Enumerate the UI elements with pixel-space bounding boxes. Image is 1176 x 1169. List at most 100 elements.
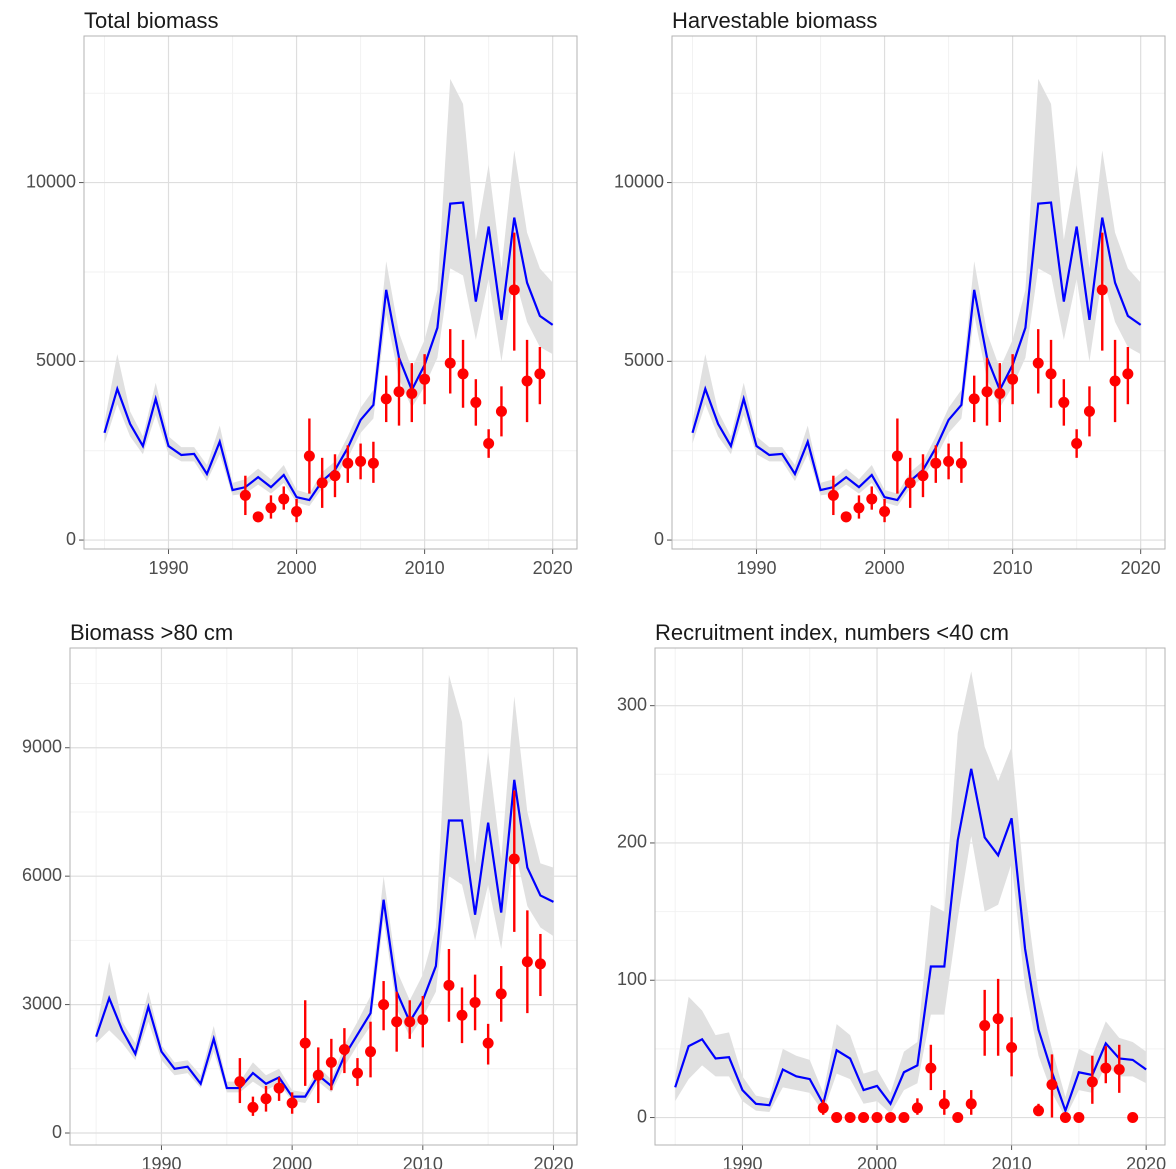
observation-point — [495, 405, 507, 417]
observation-point — [831, 1112, 843, 1124]
observation-point — [534, 368, 546, 380]
observation-point — [930, 457, 942, 469]
x-tick-label: 1990 — [141, 1154, 181, 1169]
y-tick-label: 5000 — [36, 350, 76, 370]
observation-point — [482, 1037, 494, 1049]
observation-point — [1096, 284, 1108, 296]
observation-point — [355, 455, 367, 467]
observation-point — [303, 450, 315, 462]
panel: Recruitment index, numbers <40 cm 0 100 200… — [617, 620, 1166, 1169]
observation-point — [299, 1037, 311, 1049]
observation-point — [938, 1098, 950, 1110]
observation-point — [338, 1044, 350, 1056]
observation-point — [483, 438, 495, 450]
y-tick-label: 10000 — [614, 171, 664, 191]
observation-point — [443, 979, 455, 991]
observation-point — [508, 284, 520, 296]
y-tick-label: 0 — [637, 1106, 647, 1126]
panel: Harvestable biomass 0 5000 10000 1990 2000 201… — [614, 8, 1166, 578]
x-tick-label: 2010 — [405, 558, 445, 578]
y-tick-label: 100 — [617, 969, 647, 989]
observation-point — [1007, 373, 1019, 385]
observation-point — [879, 505, 891, 517]
y-tick-label: 0 — [654, 529, 664, 549]
observation-point — [968, 393, 980, 405]
x-tick-label: 1990 — [736, 558, 776, 578]
observation-point — [925, 1062, 937, 1074]
panel-title: Harvestable biomass — [672, 8, 877, 33]
observation-point — [992, 1013, 1004, 1025]
panel: Total biomass 0 5000 10000 1990 2000 2010 2020 — [26, 8, 578, 578]
y-tick-label: 200 — [617, 832, 647, 852]
observation-point — [404, 1016, 416, 1028]
x-tick-label: 2000 — [277, 558, 317, 578]
observation-point — [981, 386, 993, 398]
observation-point — [273, 1082, 285, 1094]
observation-point — [1045, 368, 1057, 380]
observation-point — [827, 489, 839, 501]
observation-point — [521, 375, 533, 387]
observation-point — [955, 457, 967, 469]
observation-point — [891, 450, 903, 462]
x-tick-label: 2020 — [533, 1154, 573, 1169]
x-tick-label: 2010 — [993, 558, 1033, 578]
panel-title: Recruitment index, numbers <40 cm — [655, 620, 1009, 645]
observation-point — [316, 477, 328, 489]
observation-point — [1127, 1112, 1139, 1124]
observation-point — [351, 1067, 363, 1079]
observation-point — [325, 1056, 337, 1068]
x-tick-label: 2000 — [865, 558, 905, 578]
observation-point — [260, 1093, 272, 1105]
y-tick-label: 9000 — [22, 736, 62, 756]
observation-point — [1006, 1042, 1018, 1054]
observation-point — [534, 958, 546, 970]
y-tick-label: 3000 — [22, 993, 62, 1013]
model-line — [103, 201, 554, 502]
observation-point — [884, 1112, 896, 1124]
observation-point — [1083, 405, 1095, 417]
observation-point — [1100, 1062, 1112, 1074]
model-line — [95, 779, 554, 1098]
x-tick-label: 2020 — [1126, 1154, 1166, 1169]
x-tick-label: 1990 — [148, 558, 188, 578]
x-tick-label: 2000 — [857, 1154, 897, 1169]
y-tick-label: 0 — [66, 529, 76, 549]
observation-point — [247, 1101, 259, 1113]
y-tick-label: 0 — [52, 1122, 62, 1142]
observation-point — [1032, 357, 1044, 369]
observation-point — [1073, 1112, 1085, 1124]
panel-border — [671, 35, 1166, 550]
x-tick-label: 2010 — [992, 1154, 1032, 1169]
observation-point — [378, 999, 390, 1011]
observation-point — [898, 1112, 910, 1124]
observation-point — [1046, 1079, 1058, 1091]
observation-point — [419, 373, 431, 385]
model-line — [691, 201, 1142, 502]
observation-point — [252, 511, 264, 523]
x-tick-label: 2020 — [1121, 558, 1161, 578]
confidence-band — [675, 671, 1147, 1118]
panel: Biomass >80 cm 0 3000 6000 9000 1990 2000 2010 2… — [22, 620, 578, 1169]
observation-point — [380, 393, 392, 405]
observation-point — [456, 1009, 468, 1021]
observation-point — [840, 511, 852, 523]
observation-point — [495, 988, 507, 1000]
y-tick-label: 300 — [617, 694, 647, 714]
observation-point — [844, 1112, 856, 1124]
observation-point — [367, 457, 379, 469]
observation-point — [1122, 368, 1134, 380]
observation-point — [1058, 396, 1070, 408]
observation-point — [1059, 1112, 1071, 1124]
observation-point — [469, 996, 481, 1008]
observation-point — [817, 1102, 829, 1114]
observation-point — [979, 1020, 991, 1032]
panel-title: Biomass >80 cm — [70, 620, 233, 645]
observation-point — [444, 357, 456, 369]
observation-point — [457, 368, 469, 380]
observation-point — [911, 1102, 923, 1114]
observation-point — [342, 457, 354, 469]
observation-point — [470, 396, 482, 408]
observation-point — [391, 1016, 403, 1028]
model-line — [674, 768, 1147, 1115]
